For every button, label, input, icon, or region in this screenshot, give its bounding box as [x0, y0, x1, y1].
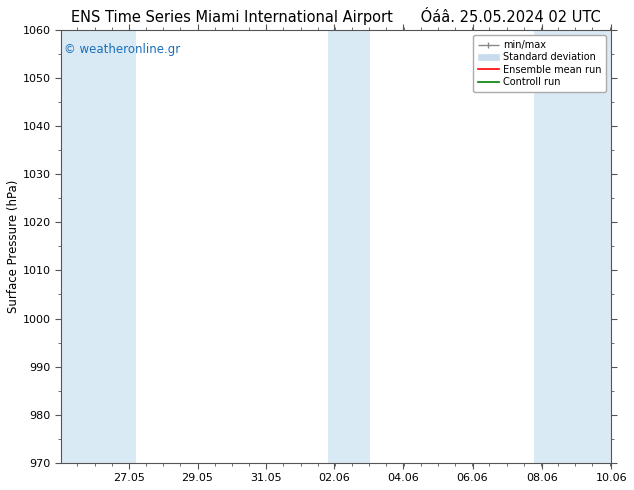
Bar	[61, 30, 136, 463]
Bar	[534, 30, 611, 463]
Y-axis label: Surface Pressure (hPa): Surface Pressure (hPa)	[7, 180, 20, 313]
Text: © weatheronline.gr: © weatheronline.gr	[64, 43, 180, 56]
Title: ENS Time Series Miami International Airport      Óáâ. 25.05.2024 02 UTC: ENS Time Series Miami International Airp…	[72, 7, 601, 25]
Legend: min/max, Standard deviation, Ensemble mean run, Controll run: min/max, Standard deviation, Ensemble me…	[473, 35, 606, 92]
Bar	[328, 30, 370, 463]
